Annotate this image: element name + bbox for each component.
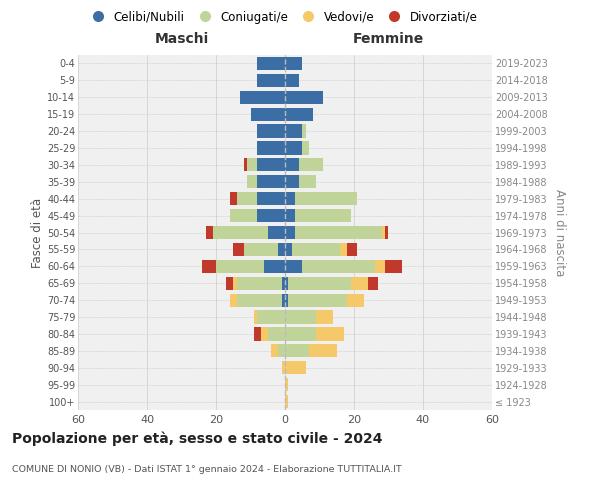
Bar	[257, 209, 285, 222]
Bar	[295, 209, 350, 222]
Bar	[285, 57, 302, 70]
Bar	[285, 276, 289, 290]
Bar	[385, 226, 389, 239]
Bar	[374, 260, 385, 273]
Bar	[299, 158, 323, 172]
Bar	[285, 74, 299, 87]
Bar	[340, 243, 347, 256]
Bar	[247, 175, 257, 188]
Text: Maschi: Maschi	[154, 32, 209, 46]
Bar	[257, 124, 285, 138]
Bar	[257, 74, 285, 87]
Bar	[202, 260, 216, 273]
Bar	[299, 175, 316, 188]
Bar	[233, 276, 237, 290]
Bar	[285, 209, 295, 222]
Bar	[237, 276, 281, 290]
Bar	[226, 276, 233, 290]
Bar	[271, 344, 278, 358]
Bar	[281, 361, 285, 374]
Bar	[261, 328, 268, 340]
Bar	[289, 276, 350, 290]
Bar	[316, 310, 334, 324]
Bar	[295, 192, 358, 205]
Bar	[281, 294, 285, 306]
Bar	[230, 294, 237, 306]
Y-axis label: Anni di nascita: Anni di nascita	[553, 189, 566, 276]
Bar	[281, 276, 285, 290]
Bar	[285, 158, 299, 172]
Bar	[285, 328, 316, 340]
Bar	[368, 276, 378, 290]
Bar	[240, 90, 285, 104]
Bar	[302, 142, 309, 154]
Bar	[265, 260, 285, 273]
Bar	[254, 328, 261, 340]
Bar	[285, 344, 309, 358]
Bar	[302, 124, 306, 138]
Bar	[382, 226, 385, 239]
Bar	[285, 175, 299, 188]
Bar	[285, 226, 295, 239]
Bar	[316, 328, 344, 340]
Bar	[285, 260, 302, 273]
Bar	[292, 243, 340, 256]
Bar	[285, 192, 295, 205]
Bar	[347, 294, 364, 306]
Bar	[268, 328, 285, 340]
Bar	[216, 260, 265, 273]
Bar	[285, 310, 316, 324]
Bar	[247, 158, 257, 172]
Text: COMUNE DI NONIO (VB) - Dati ISTAT 1° gennaio 2024 - Elaborazione TUTTITALIA.IT: COMUNE DI NONIO (VB) - Dati ISTAT 1° gen…	[12, 466, 402, 474]
Bar	[285, 378, 289, 391]
Bar	[212, 226, 268, 239]
Bar	[233, 243, 244, 256]
Bar	[244, 158, 247, 172]
Bar	[385, 260, 402, 273]
Bar	[206, 226, 212, 239]
Bar	[257, 57, 285, 70]
Bar	[289, 294, 347, 306]
Bar	[251, 108, 285, 121]
Bar	[285, 90, 323, 104]
Bar	[285, 108, 313, 121]
Bar	[278, 243, 285, 256]
Y-axis label: Fasce di età: Fasce di età	[31, 198, 44, 268]
Bar	[244, 243, 278, 256]
Bar	[257, 142, 285, 154]
Bar	[230, 192, 237, 205]
Bar	[257, 192, 285, 205]
Bar	[285, 124, 302, 138]
Bar	[237, 294, 281, 306]
Bar	[268, 226, 285, 239]
Bar	[350, 276, 368, 290]
Bar	[285, 395, 289, 408]
Bar	[254, 310, 257, 324]
Bar	[347, 243, 358, 256]
Bar	[302, 260, 374, 273]
Bar	[285, 243, 292, 256]
Bar	[257, 175, 285, 188]
Bar	[285, 294, 289, 306]
Bar	[285, 361, 306, 374]
Text: Femmine: Femmine	[353, 32, 424, 46]
Text: Popolazione per età, sesso e stato civile - 2024: Popolazione per età, sesso e stato civil…	[12, 431, 383, 446]
Bar	[309, 344, 337, 358]
Bar	[257, 158, 285, 172]
Bar	[257, 310, 285, 324]
Bar	[285, 142, 302, 154]
Bar	[295, 226, 382, 239]
Bar	[236, 192, 257, 205]
Legend: Celibi/Nubili, Coniugati/e, Vedovi/e, Divorziati/e: Celibi/Nubili, Coniugati/e, Vedovi/e, Di…	[82, 6, 482, 28]
Bar	[278, 344, 285, 358]
Bar	[230, 209, 257, 222]
